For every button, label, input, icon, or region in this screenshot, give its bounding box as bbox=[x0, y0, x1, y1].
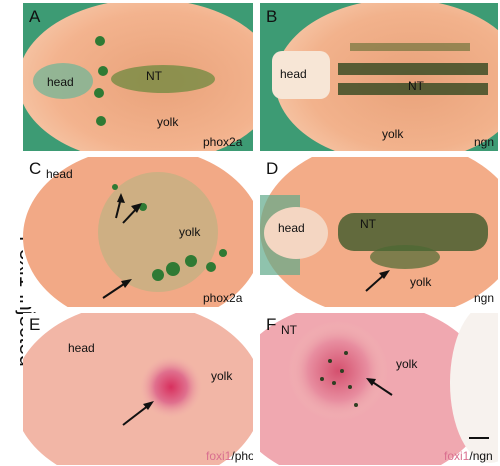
panel-f: F NT yolk foxi1/ngn bbox=[260, 313, 498, 465]
panel-e-image bbox=[23, 313, 253, 465]
panel-f-nt-label: NT bbox=[281, 323, 297, 337]
panel-e-yolk-label: yolk bbox=[211, 369, 233, 383]
panel-f-marker-foxi1: foxi1 bbox=[444, 449, 470, 463]
panel-c-marker: phox2a bbox=[203, 291, 243, 305]
panel-a-letter: A bbox=[29, 7, 41, 26]
panel-e-marker-foxi1: foxi1 bbox=[206, 449, 232, 463]
panel-a-marker: phox2a bbox=[203, 135, 243, 149]
panel-d: D head NT yolk ngn bbox=[260, 157, 498, 307]
panel-a-nt-label: NT bbox=[146, 69, 162, 83]
panel-b-nt-label: NT bbox=[408, 79, 424, 93]
panel-c-image bbox=[23, 157, 253, 307]
panel-a-head-label: head bbox=[47, 75, 74, 89]
panel-c-yolk-label: yolk bbox=[179, 225, 201, 239]
panel-c-letter: C bbox=[29, 159, 42, 178]
panel-d-image bbox=[260, 157, 498, 307]
panel-e-marker-rest: /phox2a bbox=[231, 449, 253, 463]
panel-e-head-label: head bbox=[68, 341, 95, 355]
panel-b-marker: ngn bbox=[474, 135, 495, 149]
panel-d-letter: D bbox=[266, 159, 279, 178]
panel-a: A head NT yolk phox2a bbox=[23, 3, 253, 151]
panel-e: E head yolk foxi1/phox2a bbox=[23, 313, 253, 465]
panel-b: B head NT yolk ngn bbox=[260, 3, 498, 151]
panel-c: C head yolk phox2a bbox=[23, 157, 253, 307]
panel-f-yolk-label: yolk bbox=[396, 357, 418, 371]
panel-f-marker-rest: /ngn bbox=[469, 449, 493, 463]
panel-d-nt-label: NT bbox=[360, 217, 376, 231]
panel-d-head-label: head bbox=[278, 221, 305, 235]
panel-e-marker: foxi1/phox2a bbox=[206, 449, 253, 463]
panel-b-head-label: head bbox=[280, 67, 307, 81]
panel-e-letter: E bbox=[29, 315, 41, 334]
panel-b-image bbox=[260, 3, 498, 151]
panel-a-yolk-label: yolk bbox=[157, 115, 179, 129]
panel-b-letter: B bbox=[266, 7, 278, 26]
scale-bar bbox=[469, 437, 489, 439]
panel-d-yolk-label: yolk bbox=[410, 275, 432, 289]
panel-f-image bbox=[260, 313, 498, 465]
panel-f-marker: foxi1/ngn bbox=[444, 449, 493, 463]
panel-a-image bbox=[23, 3, 253, 151]
panel-f-letter: F bbox=[266, 315, 277, 334]
panel-d-marker: ngn bbox=[474, 291, 495, 305]
panel-c-head-label: head bbox=[46, 167, 73, 181]
panel-b-yolk-label: yolk bbox=[382, 127, 404, 141]
